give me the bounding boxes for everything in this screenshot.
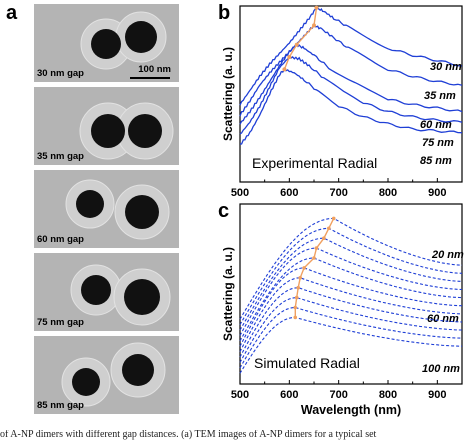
- series-line: [239, 316, 462, 374]
- series-label: 30 nm: [430, 61, 462, 73]
- peak-marker: [312, 23, 316, 28]
- tem-image: 30 nm gap 100 nm: [34, 4, 179, 82]
- annotation-simulated: Simulated Radial: [254, 355, 360, 371]
- series-label: 20 nm: [431, 249, 464, 261]
- gap-label: 35 nm gap: [37, 151, 84, 162]
- peak-marker: [331, 216, 336, 221]
- series-line: [240, 67, 463, 145]
- series-label: 60 nm: [420, 119, 452, 131]
- x-tick-label: 600: [280, 389, 298, 401]
- y-axis-label: Scattering (a. u.): [221, 247, 235, 341]
- peak-marker: [296, 285, 301, 290]
- series-line: [239, 247, 463, 336]
- series-label: 35 nm: [424, 90, 456, 102]
- scale-bar-label: 100 nm: [138, 64, 171, 75]
- series-line: [239, 237, 463, 331]
- series-label: 100 nm: [422, 363, 460, 375]
- peak-marker: [293, 315, 298, 320]
- panel-label-a: a: [6, 2, 18, 24]
- x-tick-label: 700: [329, 389, 347, 401]
- series-line: [239, 306, 462, 369]
- peak-marker: [293, 305, 298, 310]
- annotation-experimental: Experimental Radial: [252, 155, 377, 171]
- nanoparticle-dimer-graphic: [80, 11, 167, 70]
- nanoparticle-dimer-graphic: [79, 102, 174, 160]
- peak-marker: [322, 236, 326, 240]
- gap-label: 30 nm gap: [37, 68, 84, 79]
- x-tick-label: 500: [231, 389, 249, 401]
- scale-bar: [130, 77, 170, 79]
- series-line: [239, 55, 463, 135]
- series-line: [239, 217, 463, 320]
- peak-trace: [294, 218, 335, 318]
- tem-image: 75 nm gap: [34, 253, 179, 331]
- series-line: [239, 227, 463, 325]
- gap-label: 75 nm gap: [37, 317, 84, 328]
- series-line: [239, 297, 462, 363]
- x-tick-label: 600: [280, 187, 298, 199]
- peak-trace: [283, 7, 318, 70]
- gap-label: 60 nm gap: [37, 234, 84, 245]
- series-line: [239, 277, 462, 352]
- tem-image: 35 nm gap: [34, 87, 179, 165]
- x-tick-label: 900: [428, 389, 446, 401]
- x-axis-label: Wavelength (nm): [301, 403, 401, 417]
- peak-marker: [298, 276, 302, 280]
- peak-marker: [282, 67, 287, 72]
- gap-label: 85 nm gap: [37, 400, 84, 411]
- peak-marker: [302, 266, 306, 270]
- nanoparticle-dimer-graphic: [61, 342, 166, 407]
- series-line: [239, 43, 463, 125]
- series-label: 75 nm: [422, 137, 454, 149]
- series-line: [239, 6, 463, 106]
- x-tick-label: 800: [379, 389, 397, 401]
- nanoparticle-dimer-graphic: [65, 179, 170, 240]
- peak-marker: [287, 55, 292, 60]
- peak-marker: [327, 226, 331, 231]
- plot-frame: [239, 5, 463, 183]
- peak-marker: [294, 295, 299, 300]
- series-label: 85 nm: [420, 155, 452, 167]
- peak-marker: [312, 256, 316, 260]
- series-line: [239, 287, 462, 358]
- peak-marker: [314, 246, 319, 250]
- x-tick-label: 700: [329, 187, 347, 199]
- caption-fragment: of A-NP dimers with different gap distan…: [0, 430, 377, 440]
- tem-image: 60 nm gap: [34, 170, 179, 248]
- panel-label-c: c: [218, 200, 230, 222]
- y-axis-label: Scattering (a. u.): [221, 47, 235, 141]
- series-line: [239, 257, 463, 342]
- series-line: [239, 22, 463, 117]
- nanoparticle-dimer-graphic: [70, 264, 171, 326]
- series-label: 60 nm: [427, 313, 459, 325]
- series-line: [239, 267, 462, 347]
- plot-frame: [239, 203, 463, 385]
- x-tick-label: 800: [379, 187, 397, 199]
- panel-label-b: b: [218, 2, 231, 24]
- x-tick-label: 500: [231, 187, 249, 199]
- tem-image: 85 nm gap: [34, 336, 179, 414]
- x-tick-label: 900: [428, 187, 446, 199]
- peak-marker: [294, 42, 299, 47]
- peak-marker: [314, 5, 319, 10]
